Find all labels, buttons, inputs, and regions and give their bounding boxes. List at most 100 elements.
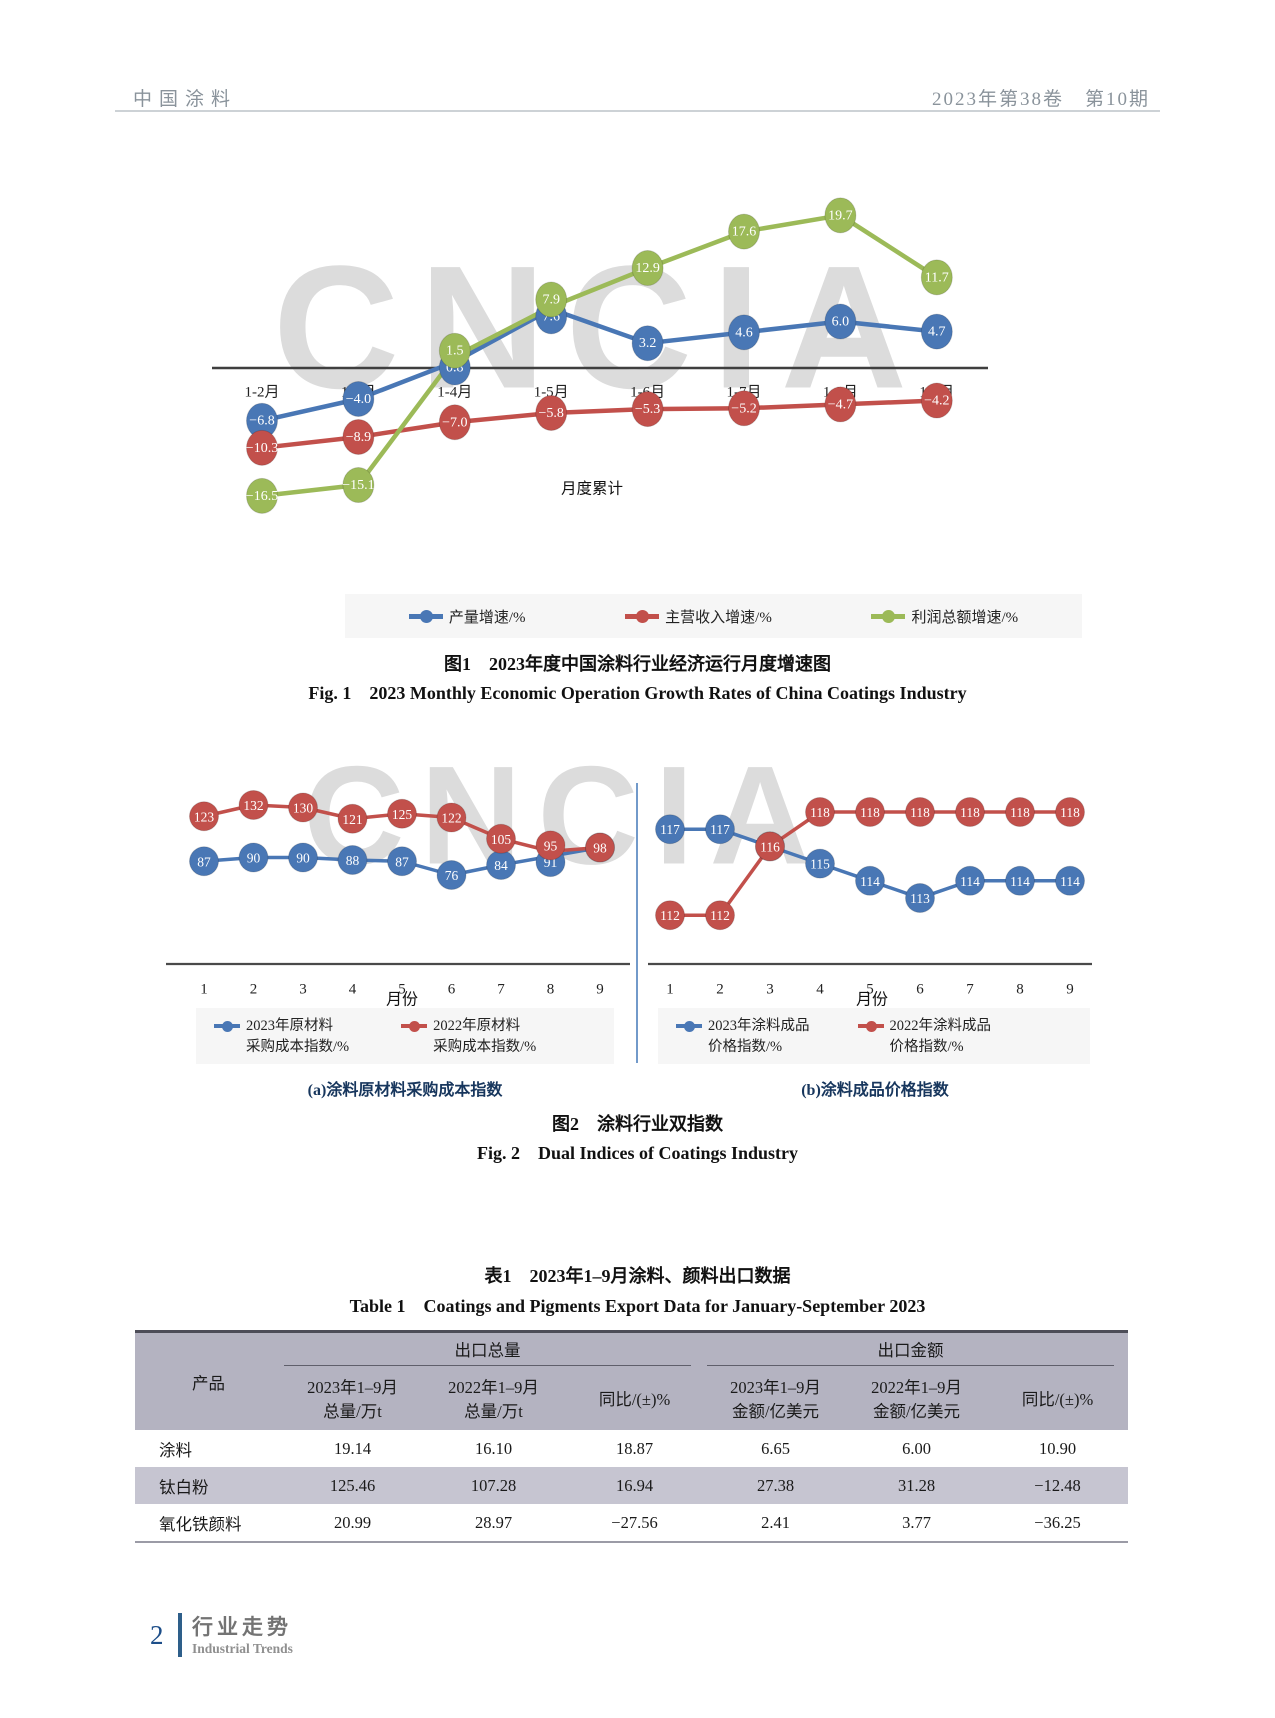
fig1-data-point-marker xyxy=(824,303,857,340)
fig2b-data-point-marker xyxy=(705,900,735,931)
fig2a-data-point-marker xyxy=(238,842,269,873)
footer-section-zh: 行业走势 xyxy=(192,1615,292,1639)
table-cell-value: 3.77 xyxy=(902,1512,931,1532)
fig2b-tick-label: 5 xyxy=(866,982,874,998)
table-cell-value: 19.14 xyxy=(333,1438,372,1458)
fig1-tick-label: 1-5月 xyxy=(534,385,569,401)
fig1-data-point-marker xyxy=(438,404,471,441)
fig2a-data-point-marker xyxy=(337,803,368,834)
table-cell-value: 31.28 xyxy=(897,1475,936,1495)
fig2b-data-point-marker xyxy=(955,797,985,827)
fig2a-tick-label: 4 xyxy=(349,982,357,998)
fig1-data-point-marker xyxy=(631,250,664,287)
table-col-header: 同比/(±)% xyxy=(564,1366,706,1430)
fig2b-data-point-marker xyxy=(805,797,835,827)
fig1-data-label: 4.6 xyxy=(735,325,753,340)
table1-caption-zh: 表1 2023年1–9月涂料、颜料出口数据 xyxy=(484,1266,791,1286)
page-number: 2 xyxy=(150,1620,164,1650)
fig2b-data-label: 118 xyxy=(810,805,830,820)
fig1-tick-label: 1-2月 xyxy=(245,385,280,401)
fig2a-data-label: 76 xyxy=(445,868,459,883)
fig2a-tick-label: 8 xyxy=(547,982,555,998)
fig1-data-label: −5.2 xyxy=(731,401,756,416)
fig2b-data-label: 113 xyxy=(910,891,930,906)
table-cell-value: −36.25 xyxy=(1034,1512,1081,1532)
fig1-series-line xyxy=(259,306,940,423)
table-cell-value: −27.56 xyxy=(611,1512,658,1532)
fig2a-data-label: 87 xyxy=(197,854,211,869)
fig2b-data-label: 118 xyxy=(860,805,880,820)
fig2a-data-point-marker xyxy=(436,802,467,833)
fig1-data-label: 1.5 xyxy=(446,344,464,359)
fig2b-data-point-marker xyxy=(955,865,985,896)
fig1-data-point-marker xyxy=(920,313,953,350)
fig2b-data-label: 112 xyxy=(710,908,730,923)
table-cell-product: 钛白粉 xyxy=(159,1477,209,1497)
fig2a-tick-label: 5 xyxy=(398,982,406,998)
fig1-legend-item: 产量增速/% xyxy=(408,606,526,627)
fig2b-data-point-marker xyxy=(855,797,885,827)
fig1-data-label: −8.9 xyxy=(346,430,371,445)
fig1-tick-label: 1-4月 xyxy=(437,385,472,401)
fig2b-data-point-marker xyxy=(655,814,685,845)
table-col-header-text: 同比/(±)% xyxy=(1021,1390,1094,1409)
fig1-data-label: 11.7 xyxy=(925,270,949,285)
legend-dot-icon xyxy=(636,609,650,623)
fig2b-data-point-marker xyxy=(805,848,835,879)
fig1-data-point-marker xyxy=(342,467,375,504)
fig1-data-point-marker xyxy=(342,381,375,417)
legend-marker-icon xyxy=(408,609,443,623)
fig1-data-point-marker xyxy=(535,281,568,318)
table-cell-value: 125.46 xyxy=(329,1475,376,1495)
fig2a-data-label: 98 xyxy=(593,841,607,856)
fig2b-data-point-marker xyxy=(705,814,735,845)
group-label-volume: 出口总量 xyxy=(284,1333,692,1366)
fig2a-data-point-marker xyxy=(337,845,368,875)
fig2a-data-point-marker xyxy=(387,846,417,877)
table-cell-value: 6.65 xyxy=(761,1438,790,1458)
fig1-data-label: −4.7 xyxy=(828,397,853,412)
fig2b-data-label: 116 xyxy=(760,839,780,854)
fig1-annotation: 月度累计 xyxy=(561,480,623,498)
fig2b-subcaption: (b)涂料成品价格指数 xyxy=(801,1082,949,1099)
fig1-series-line xyxy=(259,398,940,451)
table-cell-value: 16.10 xyxy=(474,1438,513,1458)
fig1-data-label: −6.8 xyxy=(249,414,274,429)
fig2b-chart: 1 2 3 4 5 6 7 8 9 117 117 116 115 114 113 114 114 114 112 1… xyxy=(648,797,1092,1009)
legend-dot-icon xyxy=(684,1020,695,1032)
table-cell-product: 氧化铁颜料 xyxy=(159,1514,242,1534)
table-row: 钛白粉 125.46 107.28 16.94 27.38 31.28 −12.48 xyxy=(135,1467,1129,1504)
table-col-header-text: 2022年1–9月 金额/亿美元 xyxy=(871,1378,962,1421)
legend-dot-icon xyxy=(865,1020,877,1032)
fig2-caption-zh: 图2 涂料行业双指数 xyxy=(552,1114,723,1134)
fig2b-data-label: 114 xyxy=(1010,874,1030,889)
fig2a-data-label: 130 xyxy=(293,801,314,816)
fig1-caption-zh: 图1 2023年度中国涂料行业经济运行月度增速图 xyxy=(444,654,831,674)
fig2b-data-label: 117 xyxy=(710,822,730,837)
table-cell-value: 28.97 xyxy=(474,1512,513,1532)
fig1-legend: 产量增速/% 主营收入增速/% 利润总额增速/% xyxy=(345,594,1082,638)
fig1-data-label: −4.2 xyxy=(924,394,949,409)
fig1-data-point-marker xyxy=(728,390,760,427)
fig2a-data-point-marker xyxy=(288,842,318,873)
table-col-header: 同比/(±)% xyxy=(987,1366,1129,1430)
fig2a-data-point-marker xyxy=(288,792,318,823)
fig2a-data-label: 105 xyxy=(491,832,512,847)
fig2b-data-point-marker xyxy=(755,831,785,862)
fig1-legend-item: 主营收入增速/% xyxy=(625,606,772,627)
fig1-data-point-marker xyxy=(631,391,664,428)
fig2b-data-point-marker xyxy=(1005,797,1035,827)
fig2b-tick-label: 8 xyxy=(1016,982,1024,998)
table-col-header-text: 2023年1–9月 金额/亿美元 xyxy=(730,1378,821,1421)
fig2b-data-point-marker xyxy=(905,883,935,913)
fig2a-subcaption: (a)涂料原材料采购成本指数 xyxy=(307,1082,503,1099)
fig1-data-point-marker xyxy=(631,325,664,362)
legend-dot-icon xyxy=(419,609,433,623)
fig2b-data-label: 114 xyxy=(860,874,880,889)
fig2a-tick-label: 6 xyxy=(448,982,456,998)
fig2b-data-point-marker xyxy=(1055,797,1085,827)
fig2a-data-label: 132 xyxy=(243,798,263,813)
fig2a-data-point-marker xyxy=(436,860,467,890)
fig2a-data-label: 90 xyxy=(296,851,310,866)
